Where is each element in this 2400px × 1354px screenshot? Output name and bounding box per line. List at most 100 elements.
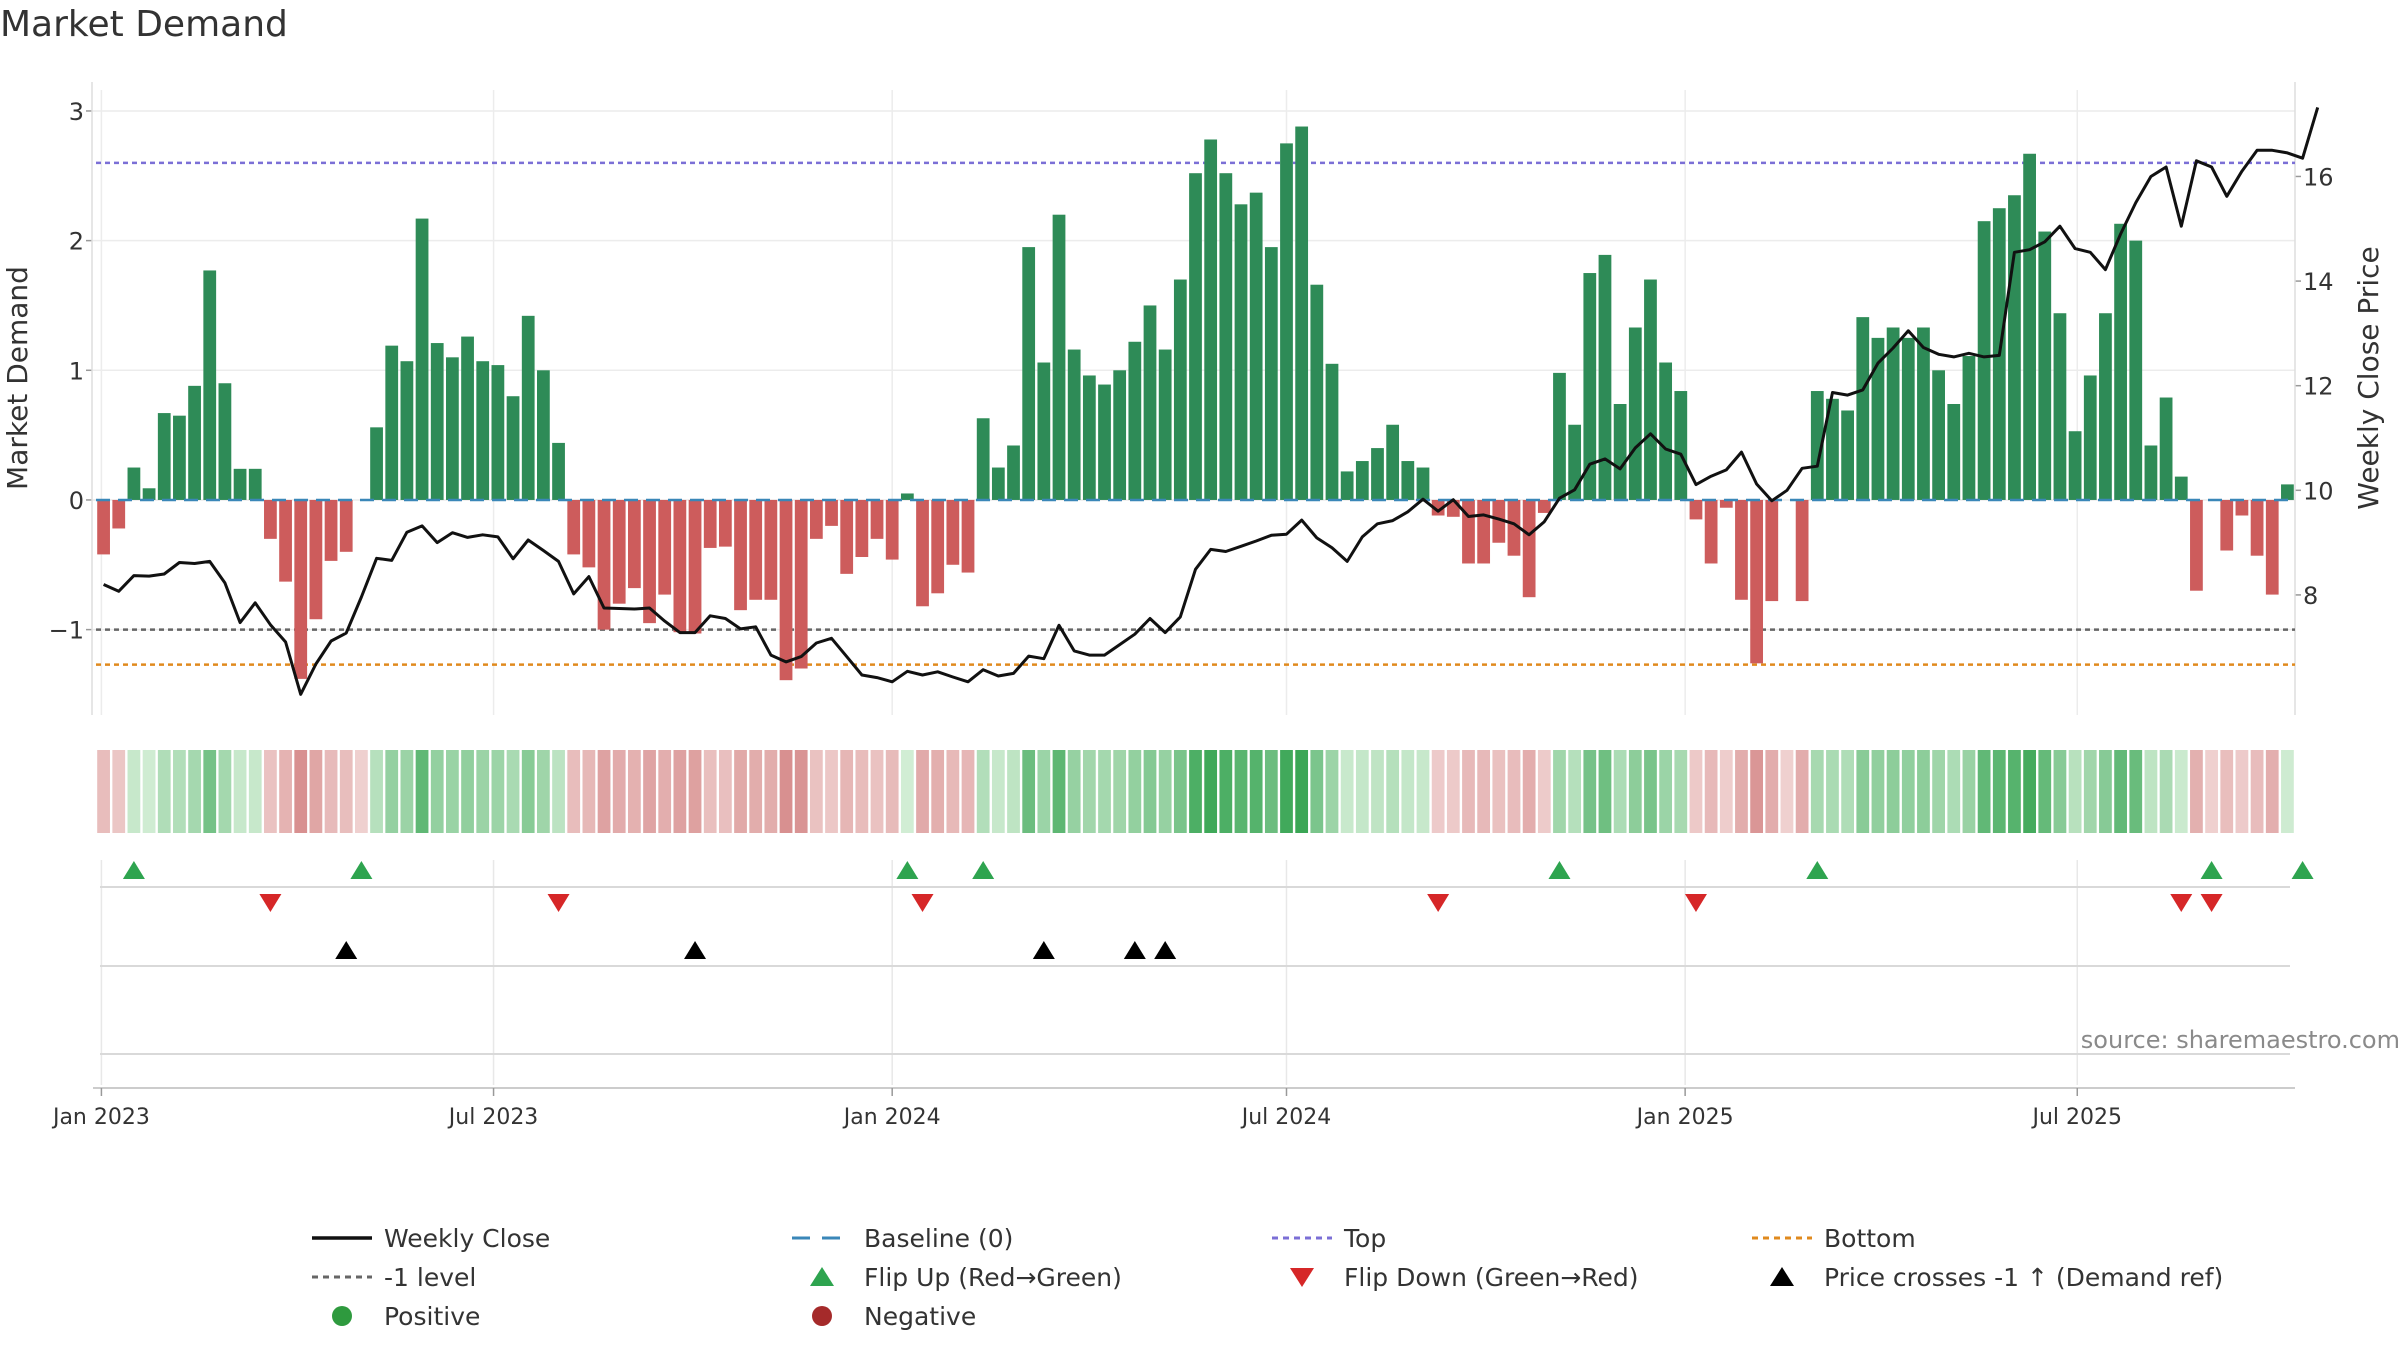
- positive-demand-bar: [2129, 240, 2143, 500]
- strength-cell: [127, 750, 141, 833]
- positive-demand-bar: [1568, 424, 1582, 500]
- negative-demand-bar: [627, 499, 641, 589]
- positive-demand-bar: [142, 488, 156, 500]
- strength-cell: [233, 750, 247, 833]
- flip-up-marker: [1806, 861, 1829, 879]
- positive-demand-bar: [2053, 313, 2067, 500]
- positive-demand-bar: [1917, 327, 1930, 500]
- positive-demand-bar: [1826, 398, 1839, 500]
- strength-cell: [2159, 750, 2173, 833]
- strength-cell: [461, 750, 474, 833]
- legend-swatch-triangle-down: [1290, 1268, 1314, 1287]
- strength-cell: [188, 750, 201, 833]
- positive-demand-bar: [900, 493, 914, 500]
- negative-demand-bar: [1507, 499, 1521, 556]
- strength-cell: [1462, 750, 1475, 833]
- strength-cell: [1401, 750, 1415, 833]
- negative-demand-bar: [1719, 499, 1733, 508]
- positive-demand-bar: [2008, 195, 2021, 500]
- legend-label: Negative: [864, 1302, 976, 1331]
- strength-cell: [1355, 750, 1369, 833]
- strength-cell: [385, 750, 399, 833]
- positive-demand-bar: [1416, 467, 1430, 500]
- strength-cell: [1234, 750, 1248, 833]
- negative-demand-bar: [688, 499, 702, 634]
- strength-cell: [1113, 750, 1127, 833]
- flip-down-marker: [259, 894, 282, 912]
- strength-cell: [1280, 750, 1293, 833]
- negative-demand-bar: [339, 499, 353, 552]
- strength-cell: [779, 750, 793, 833]
- price-cross-marker: [1154, 941, 1177, 959]
- strength-cell: [1431, 750, 1445, 833]
- strength-cell: [1659, 750, 1673, 833]
- axis-layer: Market Demand Weekly Close Price 3210−11…: [1, 98, 2385, 645]
- positive-demand-bar: [1553, 372, 1566, 500]
- strength-cell: [946, 750, 960, 833]
- strength-cell: [597, 750, 611, 833]
- strength-cell: [764, 750, 778, 833]
- strength-cell: [142, 750, 156, 833]
- flip-up-marker: [2291, 861, 2314, 879]
- strength-cell: [794, 750, 808, 833]
- positive-demand-bar: [2068, 431, 2082, 500]
- legend-label: Top: [1343, 1224, 1386, 1253]
- positive-demand-bar: [1644, 279, 1657, 500]
- strength-cell: [1537, 750, 1551, 833]
- negative-demand-bar: [1704, 499, 1718, 564]
- strength-cell: [567, 750, 581, 833]
- positive-demand-bar: [1113, 370, 1127, 500]
- x-tick-label: Jan 2023: [51, 1105, 150, 1130]
- strength-cell: [2083, 750, 2097, 833]
- positive-demand-bar: [2174, 476, 2188, 500]
- negative-demand-bar: [840, 499, 854, 574]
- positive-demand-bar: [1052, 214, 1066, 500]
- strength-cell: [1553, 750, 1566, 833]
- negative-demand-bar: [1431, 499, 1445, 516]
- strength-cell: [264, 750, 277, 833]
- positive-demand-bar: [1173, 279, 1187, 500]
- negative-demand-bar: [2190, 499, 2203, 591]
- strength-cell: [1098, 750, 1111, 833]
- negative-demand-bar: [1492, 499, 1506, 543]
- strength-cell: [2281, 750, 2294, 833]
- positive-demand-bar: [1340, 471, 1354, 500]
- strength-cell: [1173, 750, 1187, 833]
- strength-cell: [1977, 750, 1991, 833]
- positive-demand-bar: [1067, 349, 1081, 500]
- strength-cell: [1947, 750, 1961, 833]
- negative-demand-bar: [324, 499, 338, 561]
- strength-cell: [1795, 750, 1809, 833]
- positive-demand-bar: [1856, 317, 1870, 500]
- strength-cell: [1446, 750, 1460, 833]
- strength-cell: [840, 750, 854, 833]
- positive-demand-bar: [370, 427, 383, 500]
- positive-demand-bar: [2144, 445, 2158, 500]
- strength-cell: [173, 750, 186, 833]
- strength-cell: [521, 750, 535, 833]
- positive-demand-bar: [461, 336, 474, 500]
- negative-demand-bar: [582, 499, 596, 568]
- x-tick-label: Jul 2025: [2031, 1105, 2123, 1130]
- legend-label: Positive: [384, 1302, 480, 1331]
- strength-cell: [415, 750, 429, 833]
- strength-cell: [476, 750, 490, 833]
- strength-cell: [1719, 750, 1733, 833]
- strength-cell: [1310, 750, 1324, 833]
- strength-cell: [2205, 750, 2218, 833]
- positive-demand-bar: [400, 361, 414, 500]
- y2-tick-label: 12: [2303, 373, 2334, 401]
- negative-demand-bar: [916, 499, 929, 607]
- strength-cell: [1598, 750, 1612, 833]
- negative-demand-bar: [567, 499, 581, 555]
- strength-cell: [324, 750, 338, 833]
- strength-cell: [1704, 750, 1718, 833]
- negative-demand-bar: [612, 499, 626, 604]
- strength-cell: [2265, 750, 2279, 833]
- strength-cell: [749, 750, 763, 833]
- reference-lines: [96, 161, 2295, 666]
- strength-cell: [2008, 750, 2021, 833]
- strength-cell: [1932, 750, 1945, 833]
- flip-up-marker: [2200, 861, 2223, 879]
